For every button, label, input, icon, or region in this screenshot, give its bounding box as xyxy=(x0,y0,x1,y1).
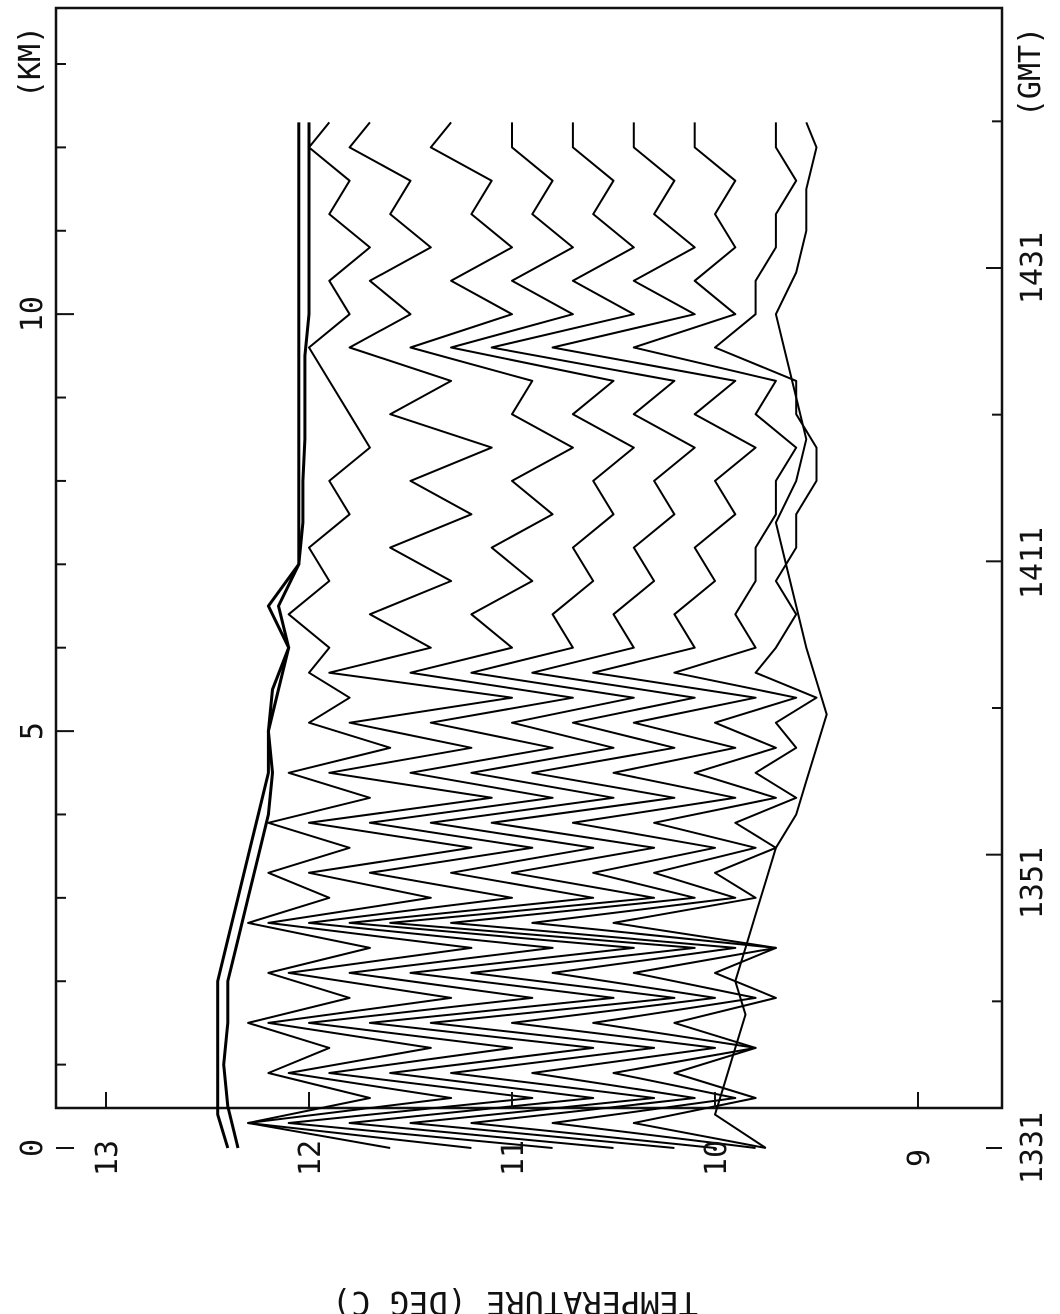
series-line-4 xyxy=(247,121,513,1149)
gmt-tick-label: 1351 xyxy=(1015,847,1050,919)
temp-tick-label: 10 xyxy=(699,1140,734,1176)
plot-frame xyxy=(54,6,1004,1110)
temp-tick-label: 12 xyxy=(293,1140,328,1176)
series-line-9 xyxy=(531,122,798,1149)
series-line-8 xyxy=(450,122,757,1149)
series-line-3 xyxy=(247,121,392,1149)
km-tick-label: 0 xyxy=(15,1139,50,1157)
top-axis-unit: (KM) xyxy=(13,26,48,98)
temp-tick-label: 13 xyxy=(90,1140,125,1176)
series-line-10 xyxy=(612,122,818,1149)
axis-layer: 13 12 11 10 9 0 5 10 1331 1351 1411 1431 xyxy=(15,63,1050,1184)
temp-tick-label: 11 xyxy=(496,1140,531,1176)
km-tick-label: 10 xyxy=(15,296,50,332)
series-line-11 xyxy=(714,122,828,1149)
y-axis-label: TEMPERATURE (DEG C) xyxy=(332,1284,698,1314)
temp-tick-label: 9 xyxy=(902,1149,937,1167)
gmt-tick-label: 1431 xyxy=(1015,232,1050,304)
bottom-axis-unit: (GMT) xyxy=(1013,27,1048,117)
series-line-6 xyxy=(348,122,635,1149)
series-line-2 xyxy=(222,122,311,1149)
gmt-tick-label: 1411 xyxy=(1015,527,1050,599)
series-layer xyxy=(216,121,828,1149)
gmt-tick-label: 1331 xyxy=(1015,1112,1050,1184)
km-tick-label: 5 xyxy=(15,722,50,740)
series-line-5 xyxy=(287,121,574,1149)
series-line-7 xyxy=(389,122,696,1149)
